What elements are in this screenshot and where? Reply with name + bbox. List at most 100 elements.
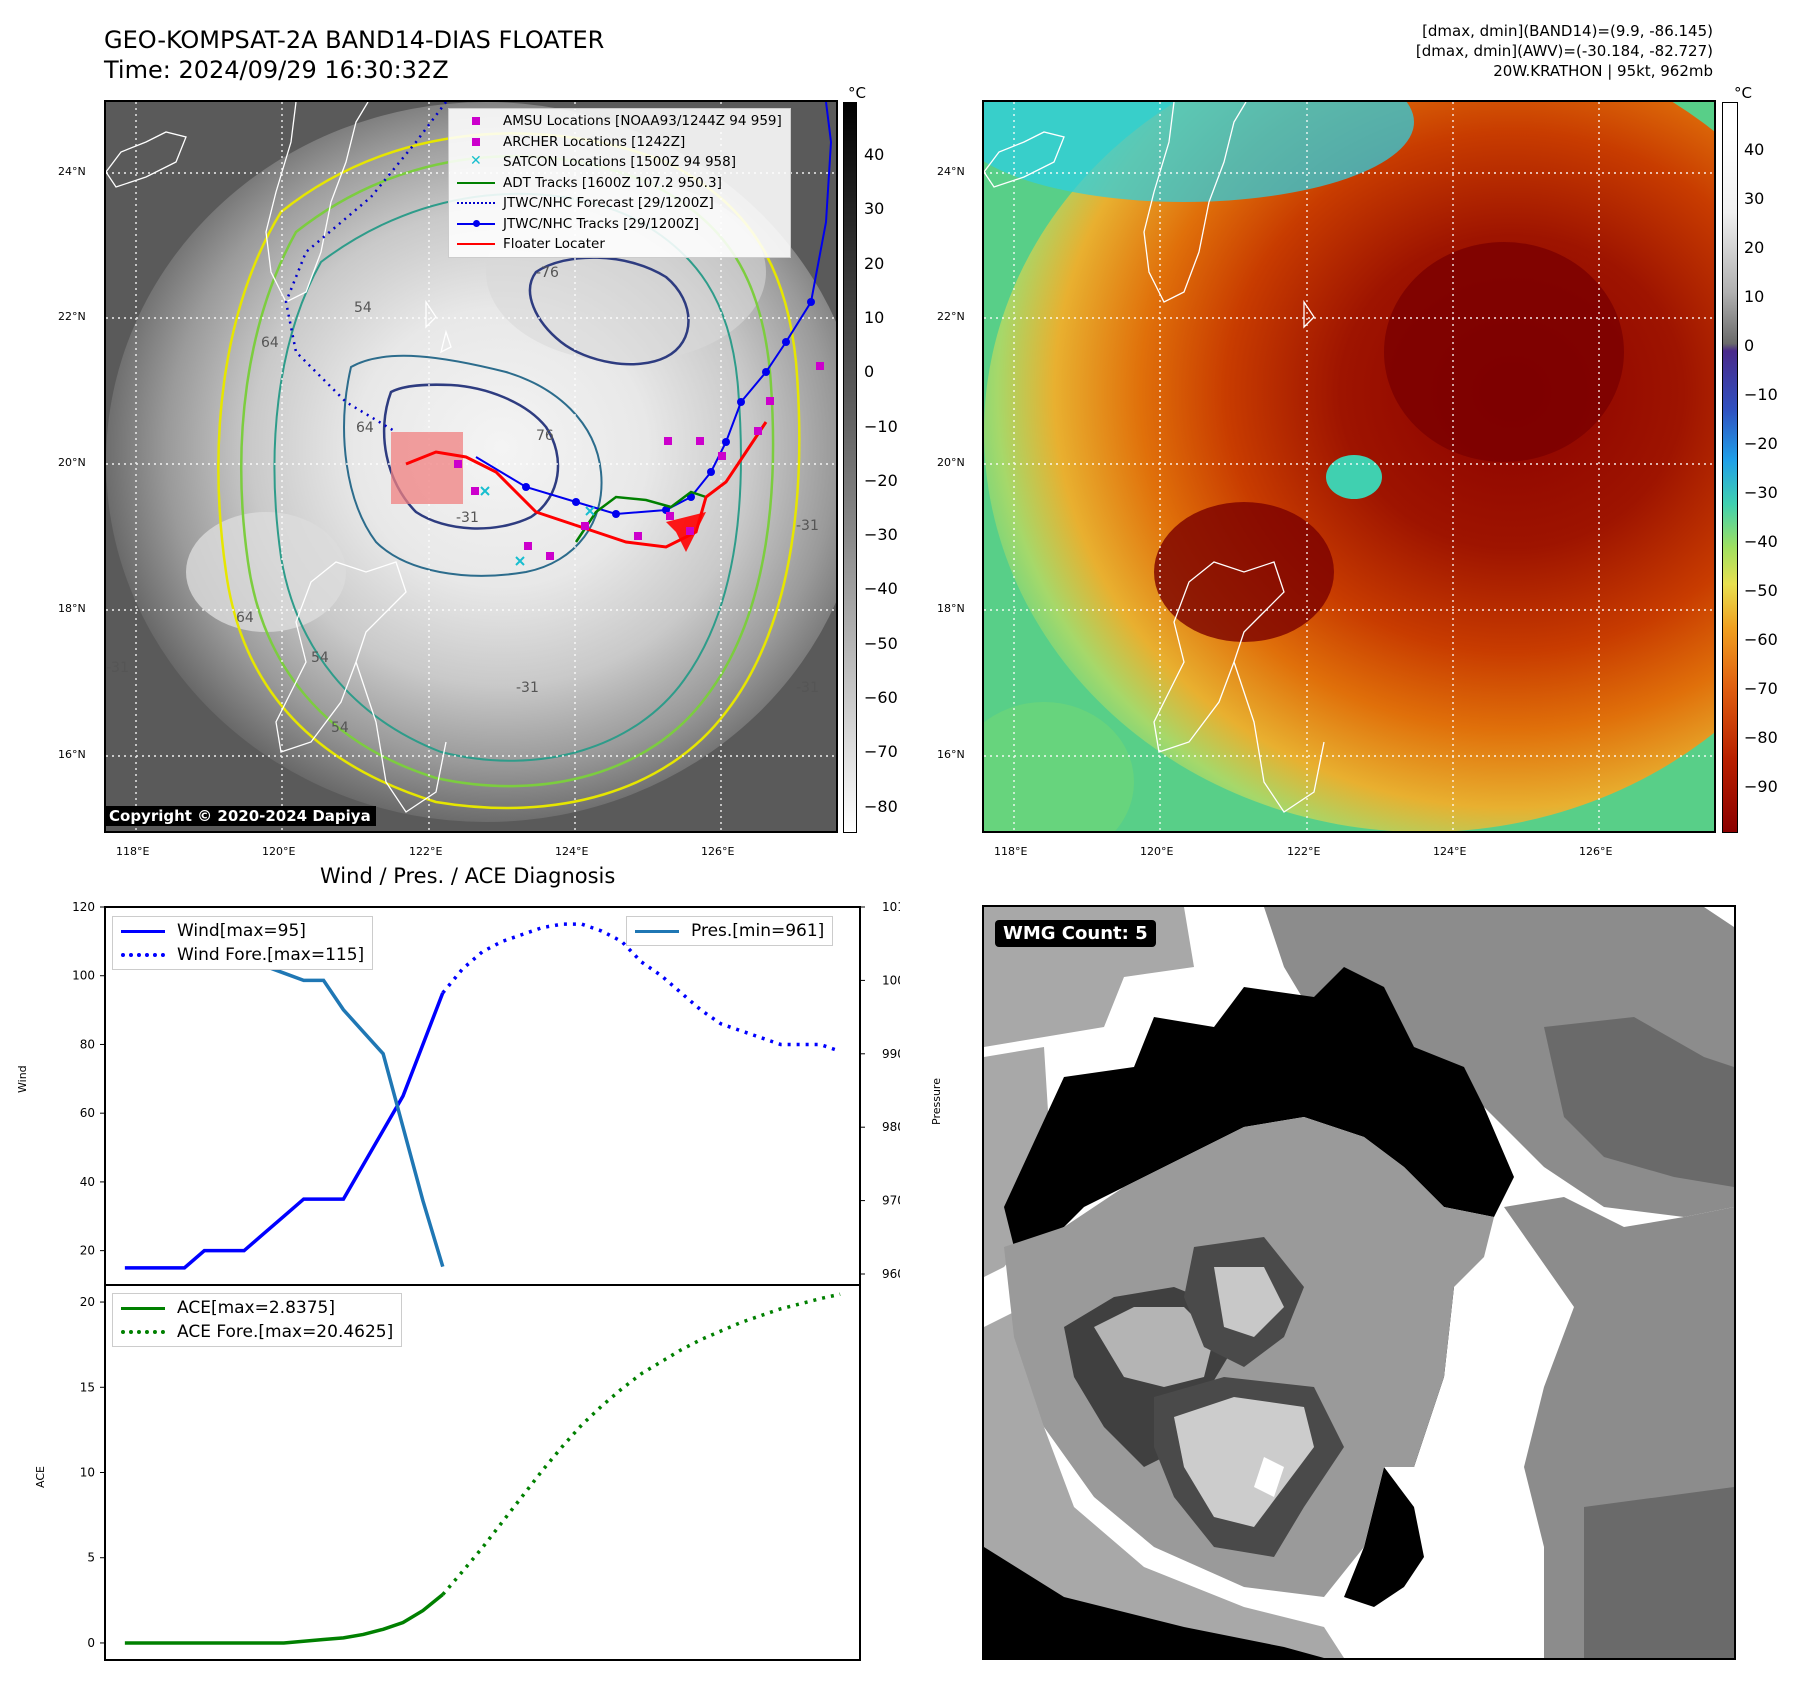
contour-label: 64 xyxy=(236,610,254,626)
contour-label: 64 xyxy=(356,420,374,436)
colorbar-tick-label: 0 xyxy=(1744,336,1755,355)
blue-line-icon xyxy=(121,923,167,939)
blue-dotted-line-icon xyxy=(121,947,167,963)
ir-satellite-panel[interactable]: -76 64 54 76 64 -31 -31 54 64 54 -31 -31… xyxy=(104,100,838,833)
y-right-tick-label: 990 xyxy=(882,1047,900,1061)
lon-label: 118°E xyxy=(116,845,150,858)
colorbar-tick-label: −20 xyxy=(1744,434,1778,453)
awv-colorbar xyxy=(1722,102,1738,833)
lat-label: 16°N xyxy=(58,748,86,761)
lat-label: 18°N xyxy=(937,602,965,615)
lat-label: 20°N xyxy=(58,456,86,469)
cyan-x-icon: ✕ xyxy=(470,153,482,170)
colorbar-tick-label: 30 xyxy=(1744,189,1765,208)
contour-label: 54 xyxy=(354,300,372,316)
figure-time: Time: 2024/09/29 16:30:32Z xyxy=(104,56,449,84)
colorbar-tick-label: −70 xyxy=(1744,679,1778,698)
colorbar-tick-label: 20 xyxy=(864,253,885,273)
colorbar-tick-label: −50 xyxy=(864,633,898,653)
contour-label: 76 xyxy=(536,428,554,444)
lon-label: 118°E xyxy=(994,845,1028,858)
lon-label: 126°E xyxy=(1579,845,1613,858)
wmg-map xyxy=(984,907,1734,1658)
wind-axis-label: Wind xyxy=(16,1065,29,1093)
y-tick-label: 80 xyxy=(80,1037,95,1051)
wind-legend: Wind[max=95] Wind Fore.[max=115] xyxy=(112,916,374,970)
lat-label: 24°N xyxy=(937,165,965,178)
y-tick-label: 5 xyxy=(87,1551,95,1565)
colorbar-tick-label: −50 xyxy=(1744,581,1778,600)
y-tick-label: 60 xyxy=(80,1106,95,1120)
lat-label: 22°N xyxy=(937,310,965,323)
legend-item-amsu: AMSU Locations [NOAA93/1244Z 94 959] xyxy=(457,111,782,132)
lon-label: 124°E xyxy=(555,845,589,858)
colorbar-tick-label: −80 xyxy=(1744,728,1778,747)
colorbar-tick-label: −10 xyxy=(1744,385,1778,404)
legend-item-pressure: Pres.[min=961] xyxy=(635,919,824,943)
colorbar-tick-label: 0 xyxy=(864,362,875,382)
wmg-count-badge: WMG Count: 5 xyxy=(995,920,1156,947)
red-line-icon xyxy=(457,234,497,254)
y-right-tick-label: 960 xyxy=(882,1267,900,1281)
pressure-axis-label: Pressure xyxy=(930,1078,943,1125)
colorbar-tick-label: 20 xyxy=(1744,238,1765,257)
y-tick-label: 0 xyxy=(87,1636,95,1650)
magenta-square-icon xyxy=(457,132,497,152)
legend-item-wind-forecast: Wind Fore.[max=115] xyxy=(121,943,364,967)
figure-title: GEO-KOMPSAT-2A BAND14-DIAS FLOATER xyxy=(104,26,605,54)
colorbar-tick-label: 10 xyxy=(1744,287,1765,306)
lat-label: 18°N xyxy=(58,602,86,615)
y-right-tick-label: 980 xyxy=(882,1120,900,1134)
colorbar-tick-label: 30 xyxy=(864,199,885,219)
info-awv-range: [dmax, dmin](AWV)=(-30.184, -82.727) xyxy=(1415,42,1713,60)
lat-label: 22°N xyxy=(58,310,86,323)
legend-item-adt: ADT Tracks [1600Z 107.2 950.3] xyxy=(457,173,782,194)
colorbar-tick-label: −60 xyxy=(864,688,898,707)
colorbar-tick-label: 40 xyxy=(864,145,885,164)
contour-label: -31 xyxy=(456,510,479,526)
colorbar-tick-label: −40 xyxy=(1744,532,1778,551)
y-tick-label: 15 xyxy=(80,1380,95,1394)
colorbar-tick-label: −90 xyxy=(1744,777,1778,796)
colorbar-tick-label: 10 xyxy=(864,307,885,327)
lat-label: 20°N xyxy=(937,456,965,469)
magenta-square-icon xyxy=(457,111,497,131)
y-tick-label: 100 xyxy=(72,969,95,983)
colorbar-tick-label: −30 xyxy=(864,525,898,545)
series-line xyxy=(441,1292,841,1596)
lon-label: 120°E xyxy=(1140,845,1174,858)
contour-label: 54 xyxy=(311,650,329,666)
ace-axis-label: ACE xyxy=(34,1466,47,1488)
colorbar-tick-label: −40 xyxy=(864,579,898,599)
lon-label: 122°E xyxy=(1287,845,1321,858)
contour-label: -31 xyxy=(516,680,539,696)
y-tick-label: 20 xyxy=(80,1244,95,1258)
awv-colorbar-unit: °C xyxy=(1734,84,1752,102)
colorbar-tick-label: −60 xyxy=(1744,630,1778,649)
y-tick-label: 20 xyxy=(80,1295,95,1309)
ir-colorbar xyxy=(843,102,857,833)
green-dotted-line-icon xyxy=(121,1324,167,1340)
lat-label: 24°N xyxy=(58,165,86,178)
blue-dotted-line-icon xyxy=(457,193,497,213)
contour-label: -76 xyxy=(536,265,559,281)
awv-satellite-panel[interactable] xyxy=(982,100,1716,833)
series-line xyxy=(124,1593,444,1645)
y-right-tick-label: 1000 xyxy=(882,973,900,987)
lon-label: 120°E xyxy=(262,845,296,858)
colorbar-tick-label: −20 xyxy=(864,470,898,490)
lon-label: 122°E xyxy=(409,845,443,858)
ir-colorbar-unit: °C xyxy=(848,84,866,102)
blue-line-dot-icon xyxy=(457,214,497,234)
wmg-panel[interactable] xyxy=(982,905,1736,1660)
green-line-icon xyxy=(457,173,497,193)
steelblue-line-icon xyxy=(635,923,681,939)
lon-label: 124°E xyxy=(1433,845,1467,858)
ace-legend: ACE[max=2.8375] ACE Fore.[max=20.4625] xyxy=(112,1293,403,1347)
series-line xyxy=(124,992,445,1270)
copyright-label: Copyright © 2020-2024 Dapiya xyxy=(104,806,376,826)
legend-item-wind: Wind[max=95] xyxy=(121,919,364,943)
legend-item-floater: Floater Locater xyxy=(457,234,782,255)
green-line-icon xyxy=(121,1300,167,1316)
